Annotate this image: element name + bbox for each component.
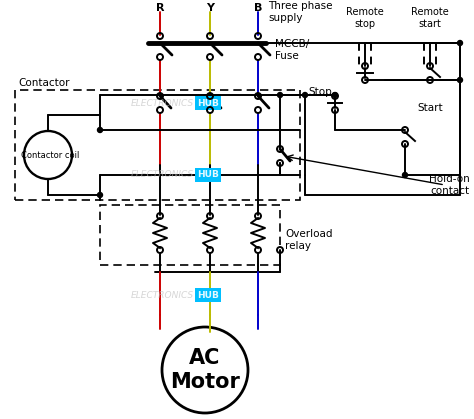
Text: MCCB/
Fuse: MCCB/ Fuse [275,39,309,61]
Text: Y: Y [206,3,214,13]
Bar [100,205,280,265]
Text: Overload
relay: Overload relay [285,229,332,251]
Text: AC
Motor: AC Motor [170,349,240,392]
Circle shape [98,192,102,197]
Text: HUB: HUB [197,290,219,300]
Text: Remote
start: Remote start [411,7,449,29]
Text: HUB: HUB [197,98,219,108]
Bar [15,90,300,200]
Text: ELECTRONICS: ELECTRONICS [130,171,193,179]
Text: R: R [156,3,164,13]
Text: B: B [254,3,262,13]
Circle shape [457,78,463,83]
Text: Stop: Stop [308,87,332,97]
Circle shape [277,93,283,98]
Text: Hold-on
contact: Hold-on contact [429,174,470,196]
Circle shape [457,41,463,46]
Circle shape [332,93,337,98]
Circle shape [302,93,308,98]
Text: Three phase
supply: Three phase supply [268,1,332,23]
Text: Contactor coil: Contactor coil [21,150,79,160]
Circle shape [402,173,408,178]
Circle shape [98,127,102,132]
Text: Contactor: Contactor [18,78,70,88]
Text: ELECTRONICS: ELECTRONICS [130,290,193,300]
Text: Remote
stop: Remote stop [346,7,384,29]
Text: ELECTRONICS: ELECTRONICS [130,98,193,108]
Text: Start: Start [417,103,443,113]
Text: HUB: HUB [197,171,219,179]
